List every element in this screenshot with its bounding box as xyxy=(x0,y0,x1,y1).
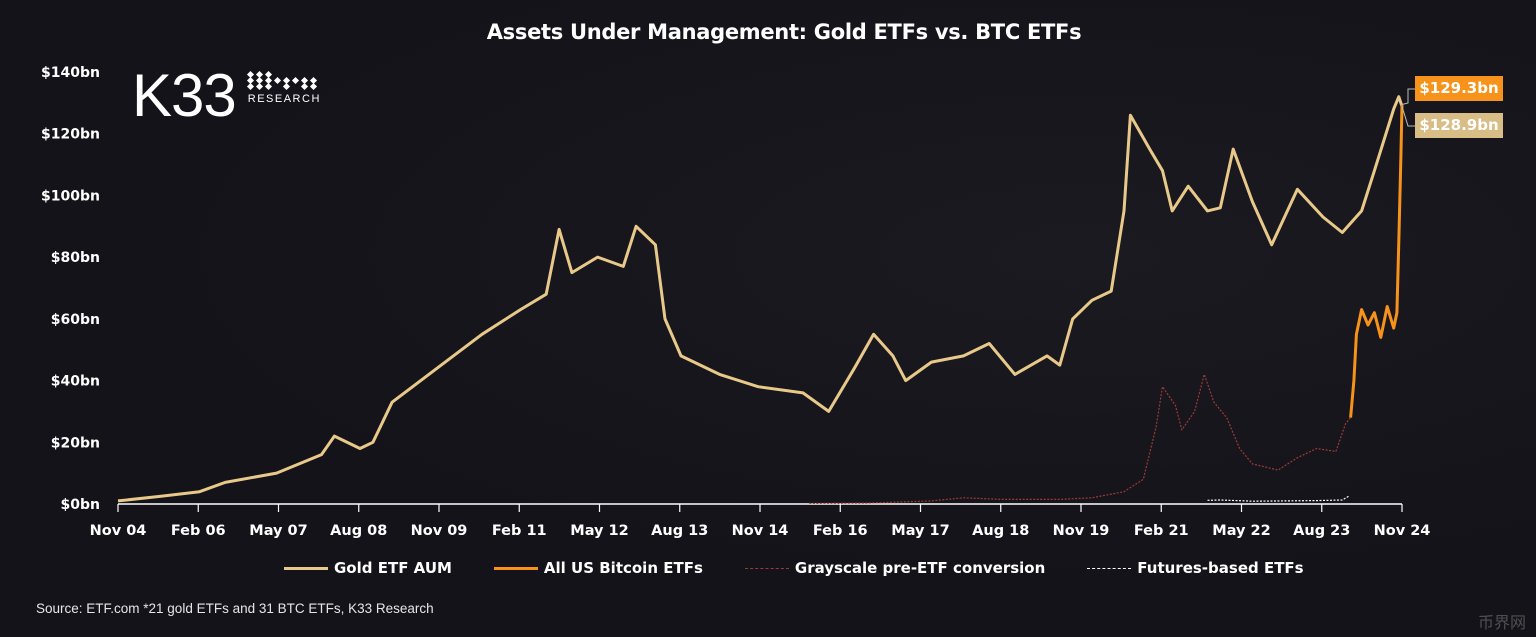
series-line-futures-based-etfs xyxy=(1207,495,1350,502)
series-line-grayscale-pre-etf-conversion xyxy=(809,373,1352,504)
x-tick-label: Nov 19 xyxy=(1053,523,1110,539)
legend-label: Futures-based ETFs xyxy=(1137,559,1304,577)
x-tick-label: May 12 xyxy=(570,523,628,539)
x-tick-label: Feb 21 xyxy=(1134,523,1189,539)
btc-end-label: $129.3bn xyxy=(1415,76,1503,101)
legend-swatch xyxy=(744,567,789,569)
x-tick-label: Aug 23 xyxy=(1293,523,1350,539)
legend-label: Grayscale pre-ETF conversion xyxy=(794,559,1046,577)
legend-label: All US Bitcoin ETFs xyxy=(543,559,703,577)
legend-item-grayscale: Grayscale pre-ETF conversion xyxy=(744,559,1046,577)
watermark: 币界网 xyxy=(1477,613,1526,632)
x-tick-label: Nov 24 xyxy=(1374,523,1431,539)
legend-label: Gold ETF AUM xyxy=(334,559,452,577)
legend-swatch xyxy=(493,566,538,570)
y-tick-label: $140bn xyxy=(41,65,100,81)
y-tick-label: $40bn xyxy=(51,374,100,390)
series-line-gold-etf-aum xyxy=(117,95,1404,503)
chart-title: Assets Under Management: Gold ETFs vs. B… xyxy=(486,20,1082,44)
x-tick-label: May 22 xyxy=(1212,523,1270,539)
legend-item-futures: Futures-based ETFs xyxy=(1087,559,1304,577)
legend-item-gold: Gold ETF AUM xyxy=(284,559,452,577)
x-tick-label: Aug 18 xyxy=(972,523,1029,539)
k33-logo: K33 RESEARCH xyxy=(132,62,321,129)
x-tick-label: May 17 xyxy=(891,523,949,539)
legend: Gold ETF AUM All US Bitcoin ETFs Graysca… xyxy=(284,559,1304,577)
y-tick-label: $100bn xyxy=(41,188,100,204)
legend-swatch xyxy=(284,566,328,570)
y-tick-label: $20bn xyxy=(51,435,100,451)
gold-label-connector xyxy=(1401,106,1415,127)
x-tick-label: Feb 11 xyxy=(492,523,547,539)
y-tick-label: $80bn xyxy=(51,250,100,266)
x-tick-label: Aug 13 xyxy=(651,523,708,539)
y-tick-label: $0bn xyxy=(61,497,100,513)
x-tick-label: Feb 16 xyxy=(813,523,868,539)
logo-subtext: RESEARCH xyxy=(247,93,321,105)
x-tick-label: Nov 14 xyxy=(732,523,789,539)
btc-label-connector xyxy=(1399,88,1415,106)
x-tick-label: Nov 04 xyxy=(90,523,147,539)
y-tick-label: $60bn xyxy=(51,312,100,328)
x-tick-label: Aug 08 xyxy=(330,523,387,539)
series-line-all-us-bitcoin-etfs xyxy=(1349,104,1404,418)
legend-swatch xyxy=(1087,567,1132,569)
legend-item-btc: All US Bitcoin ETFs xyxy=(493,559,703,577)
gold-end-label: $128.9bn xyxy=(1415,113,1503,138)
source-note: Source: ETF.com *21 gold ETFs and 31 BTC… xyxy=(36,601,434,616)
x-tick-label: May 07 xyxy=(249,523,307,539)
x-tick-label: Nov 09 xyxy=(411,523,468,539)
y-tick-label: $120bn xyxy=(41,127,100,143)
x-tick-label: Feb 06 xyxy=(171,523,226,539)
logo-text: K33 xyxy=(132,62,237,129)
